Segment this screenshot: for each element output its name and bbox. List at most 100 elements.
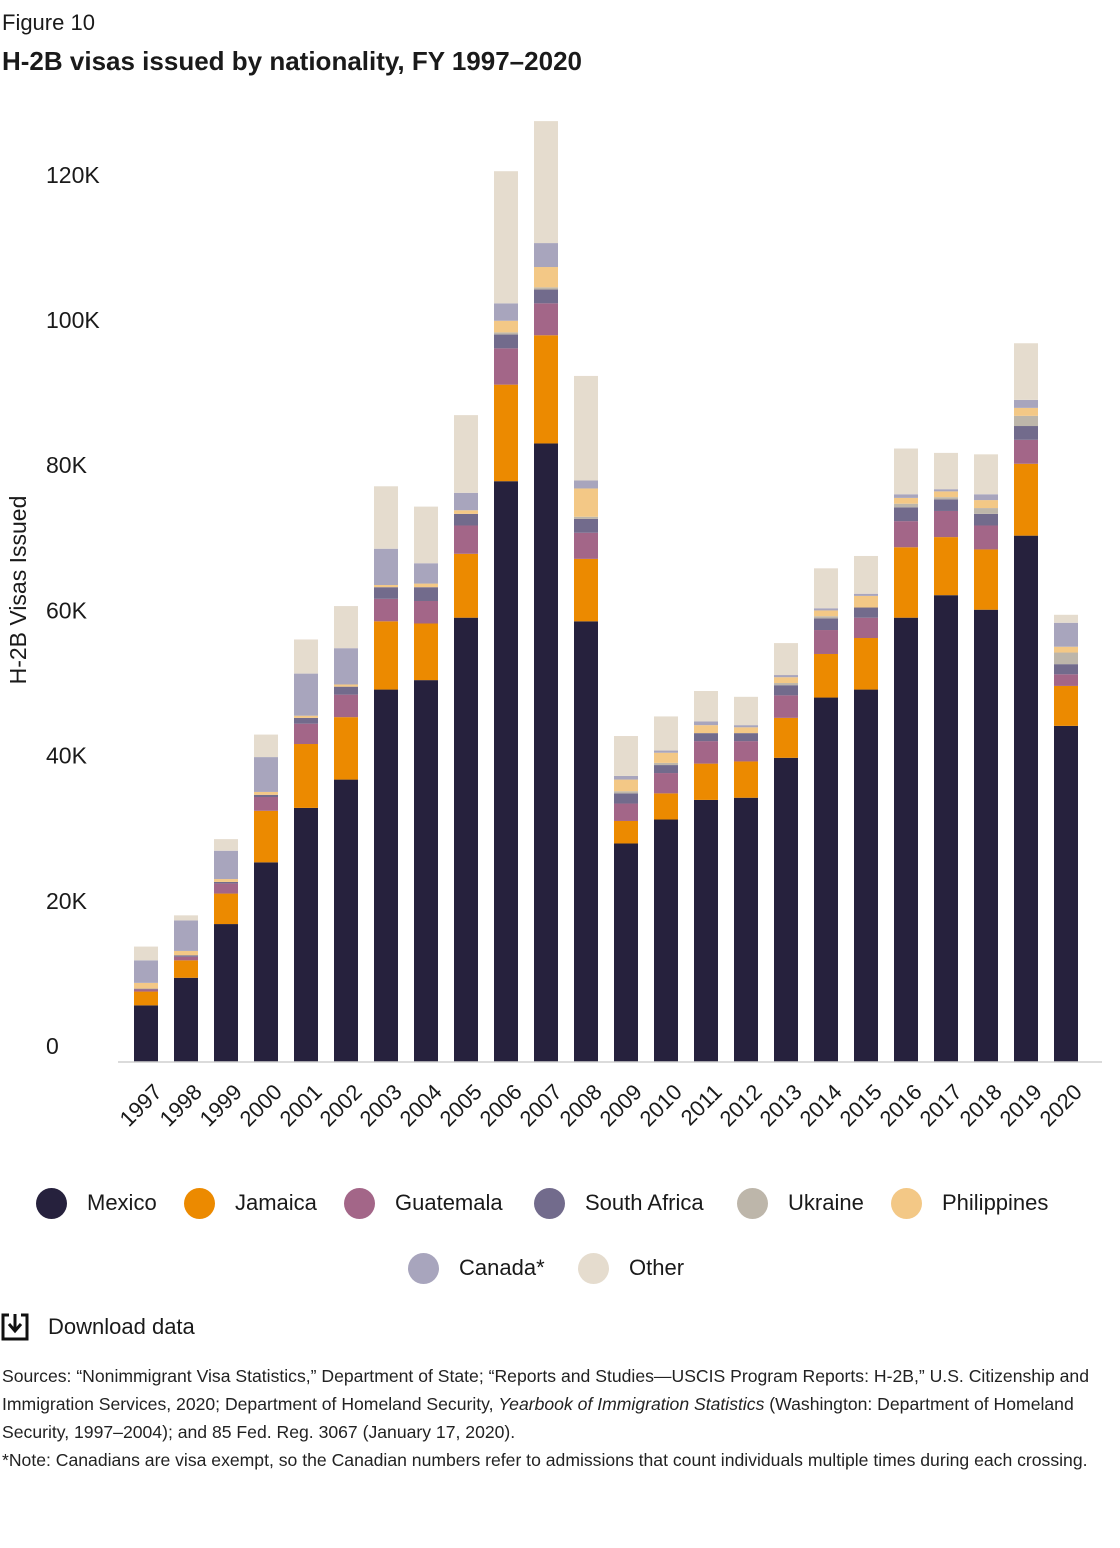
x-tick-label: 2012 [715,1079,767,1131]
bar-segment-mexico [934,595,958,1062]
chart-title: H-2B visas issued by nationality, FY 199… [2,46,582,76]
bar-segment-jamaica [894,547,918,618]
bar-segment-mexico [694,799,718,1062]
bar-2014 [814,568,838,1062]
legend-swatch [737,1187,768,1219]
bar-segment-jamaica [614,820,638,844]
x-tick-label: 2009 [595,1079,647,1131]
bar-segment-guatemala [214,883,238,894]
bar-segment-mexico [454,617,478,1062]
bar-segment-philippines [974,500,998,509]
bar-segment-canada [774,675,798,678]
legend-swatch [534,1187,565,1219]
bar-2006 [494,171,518,1062]
bar-segment-philippines [414,583,438,588]
x-tick-label: 2001 [275,1079,327,1131]
legend-item: Ukraine [737,1187,864,1219]
bar-segment-philippines [254,791,278,795]
bar-segment-canada [654,750,678,753]
bar-segment-canada [334,648,358,685]
bar-segment-other [414,506,438,564]
bar-segment-jamaica [414,623,438,681]
bar-segment-philippines [334,684,358,687]
y-tick-label: 0 [46,1033,59,1059]
bar-2002 [334,606,358,1062]
bar-segment-canada [534,243,558,268]
legend-swatch [891,1187,922,1219]
bar-segment-guatemala [974,525,998,550]
bar-segment-philippines [574,488,598,517]
legend-swatch [184,1187,215,1219]
bar-segment-other [534,121,558,244]
bar-segment-mexico [894,617,918,1062]
bar-segment-other [814,568,838,609]
bar-segment-mexico [774,757,798,1062]
download-data-button[interactable]: Download data [0,1312,195,1342]
bar-segment-canada [414,563,438,584]
bar-segment-canada [374,548,398,586]
bar-segment-southafrica [894,507,918,522]
bar-segment-mexico [974,609,998,1062]
bar-segment-philippines [894,497,918,504]
bar-segment-ukraine [574,516,598,519]
download-data-label: Download data [48,1314,195,1339]
y-tick-label: 100K [46,307,100,333]
bar-segment-ukraine [614,791,638,794]
bar-segment-mexico [414,680,438,1062]
bar-segment-mexico [854,689,878,1062]
x-tick-label: 2019 [995,1079,1047,1131]
bar-segment-guatemala [334,694,358,718]
bar-segment-jamaica [694,763,718,800]
bar-segment-canada [854,593,878,596]
bar-segment-guatemala [694,741,718,764]
bar-segment-other [894,448,918,495]
bar-segment-southafrica [734,733,758,742]
bar-2017 [934,452,958,1062]
stacked-bar-chart: H-2B Visas Issued 020K40K60K80K100K120K … [5,121,1102,1131]
bar-segment-southafrica [1054,664,1078,675]
bar-segment-ukraine [974,508,998,514]
bar-segment-other [614,736,638,776]
x-tick-label: 2016 [875,1079,927,1131]
bar-segment-canada [134,960,158,983]
y-tick-label: 120K [46,162,100,188]
legend-item: Guatemala [344,1187,503,1219]
bar-segment-jamaica [134,991,158,1006]
bar-segment-jamaica [174,960,198,978]
x-tick-label: 2003 [355,1079,407,1131]
bar-1999 [214,839,238,1062]
x-tick-label: 2010 [635,1079,687,1131]
bar-segment-guatemala [174,956,198,961]
bar-segment-southafrica [494,334,518,349]
bar-segment-other [974,454,998,495]
bar-segment-other [454,415,478,493]
bar-2020 [1054,614,1078,1062]
x-tick-label: 2007 [515,1079,567,1131]
bar-segment-ukraine [934,497,958,500]
x-tick-label: 2005 [435,1079,487,1131]
bar-segment-mexico [654,819,678,1062]
bar-2003 [374,486,398,1062]
bar-segment-mexico [574,621,598,1062]
legend-label: Philippines [942,1190,1049,1215]
bar-segment-philippines [1014,407,1038,416]
x-tick-label: 1998 [155,1079,207,1131]
bar-segment-other [294,639,318,674]
bar-segment-southafrica [974,513,998,526]
bar-segment-other [1014,343,1038,400]
bar-segment-guatemala [654,773,678,794]
bar-segment-mexico [254,862,278,1062]
bar-segment-southafrica [654,765,678,774]
x-tick-label: 2008 [555,1079,607,1131]
bar-segment-guatemala [774,695,798,718]
bar-segment-ukraine [534,287,558,290]
bar-segment-jamaica [1014,463,1038,536]
x-tick-label: 2018 [955,1079,1007,1131]
bar-segment-mexico [1054,725,1078,1062]
sources-part: (Washington: Department of Homeland Secu… [2,1394,1074,1442]
bar-segment-canada [1054,622,1078,647]
bar-segment-philippines [454,510,478,514]
bar-segment-other [494,171,518,304]
bar-segment-southafrica [214,881,238,884]
bar-segment-southafrica [254,794,278,798]
